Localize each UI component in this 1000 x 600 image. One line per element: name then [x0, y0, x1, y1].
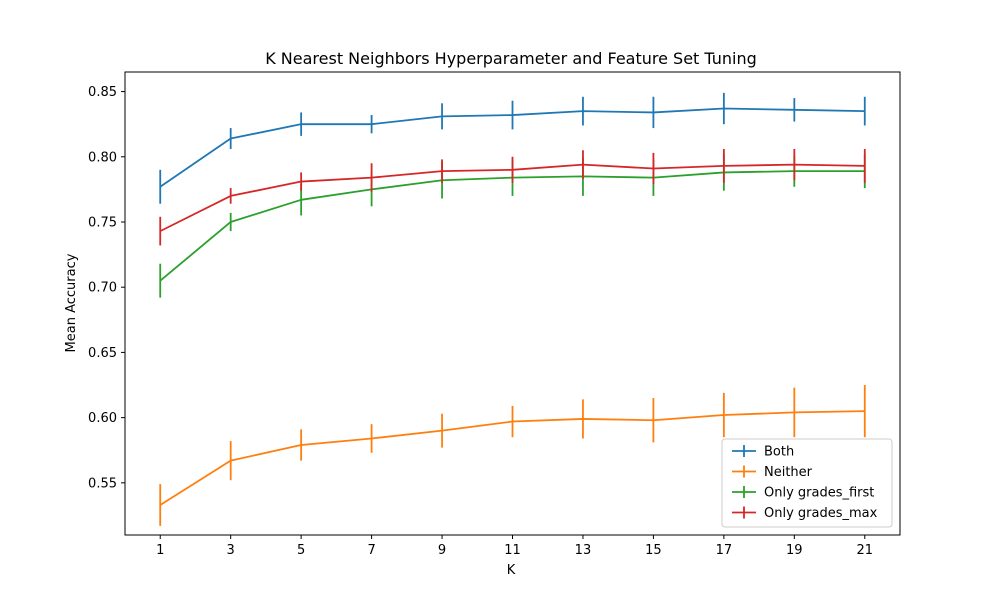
legend-label: Only grades_first [764, 486, 874, 501]
y-tick-label: 0.80 [88, 150, 117, 165]
x-tick-label: 9 [438, 543, 446, 558]
x-tick-label: 17 [716, 543, 733, 558]
legend-label: Neither [764, 465, 813, 480]
chart-title: K Nearest Neighbors Hyperparameter and F… [265, 49, 757, 68]
y-tick-label: 0.75 [88, 215, 117, 230]
y-axis-label: Mean Accuracy [64, 253, 79, 352]
series-3 [159, 148, 866, 246]
y-tick-label: 0.60 [88, 411, 117, 426]
x-tick-label: 7 [367, 543, 375, 558]
legend-label: Both [764, 445, 794, 460]
x-tick-label: 11 [504, 543, 521, 558]
legend-box [721, 438, 893, 528]
x-tick-label: 3 [227, 543, 235, 558]
x-tick-label: 21 [856, 543, 873, 558]
legend-item-0: Both [732, 445, 794, 460]
y-tick-label: 0.55 [88, 476, 117, 491]
y-tick-label: 0.65 [88, 346, 117, 361]
legend-item-1: Neither [732, 465, 813, 480]
y-tick-label: 0.85 [88, 85, 117, 100]
legend: Both Neither Only grades_first Only grades_… [721, 438, 893, 528]
series-1 [159, 385, 866, 526]
legend-item-2: Only grades_first [732, 486, 874, 501]
y-tick-label: 0.70 [88, 281, 117, 296]
x-tick-label: 15 [645, 543, 662, 558]
x-axis-label: K [507, 563, 516, 578]
x-axis: 1 3 5 7 9 11 13 15 17 19 21 [156, 535, 873, 558]
x-tick-label: 19 [786, 543, 803, 558]
plot-area [124, 71, 901, 536]
legend-item-3: Only grades_max [732, 506, 878, 521]
y-axis: 0.55 0.60 0.65 0.70 0.75 0.80 0.85 [88, 85, 125, 491]
x-tick-label: 13 [575, 543, 592, 558]
x-tick-label: 5 [297, 543, 305, 558]
x-tick-label: 1 [156, 543, 164, 558]
series-0 [159, 92, 866, 204]
legend-label: Only grades_max [764, 506, 878, 521]
